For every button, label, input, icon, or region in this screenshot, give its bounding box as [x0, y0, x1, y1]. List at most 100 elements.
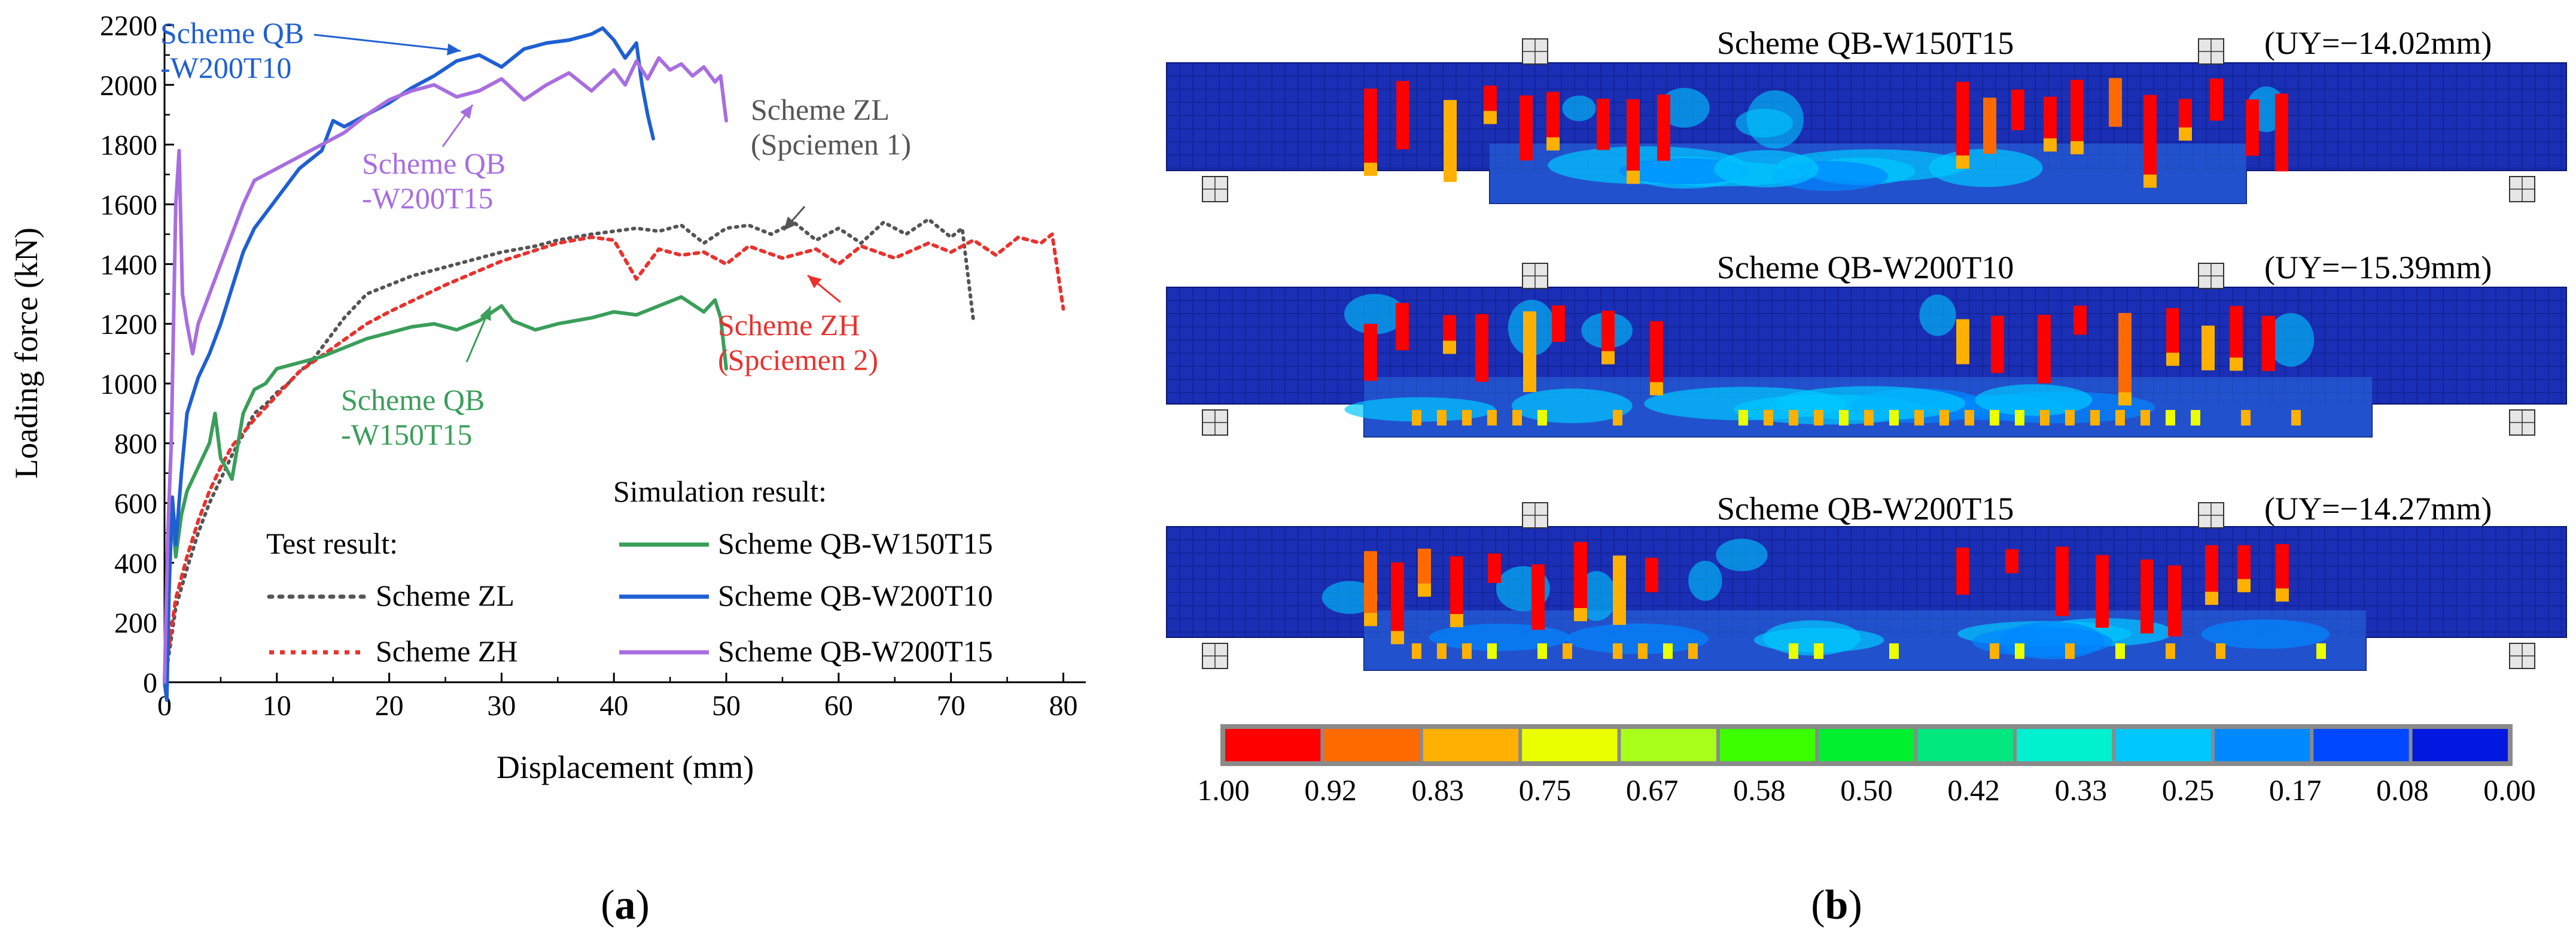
- stress-bar: [1418, 548, 1431, 584]
- stress-stripe: [1814, 410, 1823, 426]
- y-tick-label: 200: [114, 607, 157, 639]
- beam-contour-2: [1166, 263, 2567, 437]
- annotation-scheme-qb-w200t10-line-1: Scheme QB: [160, 16, 304, 50]
- colorbar-swatch: [1917, 729, 2014, 761]
- x-tick-label: 80: [1049, 690, 1077, 722]
- stress-stripe: [2191, 410, 2200, 426]
- series-line-scheme-zl: [163, 217, 976, 684]
- legend-item-zh: Scheme ZH: [376, 634, 517, 668]
- annotation-arrow-shaft: [313, 34, 461, 52]
- y-tick-label: 2000: [100, 70, 157, 102]
- stress-bar: [2179, 127, 2192, 141]
- stress-bar: [2205, 591, 2218, 605]
- stress-bar: [1364, 324, 1377, 381]
- stress-bar: [1484, 85, 1497, 111]
- annotation-scheme-qb-w150t15-line-1: Scheme QB: [341, 383, 485, 417]
- stress-bar: [1991, 315, 2004, 373]
- stress-bar: [1391, 562, 1404, 631]
- stress-bar: [1531, 564, 1545, 630]
- stress-bar: [2056, 546, 2069, 616]
- support-plate: [1522, 38, 1548, 65]
- stress-bar: [1443, 341, 1456, 354]
- stress-stripe: [2166, 410, 2175, 426]
- colorbar-swatch: [2017, 729, 2112, 761]
- stress-stripe: [1889, 643, 1899, 659]
- annotation-scheme-zl-spciemen-1-line-1: Scheme ZL: [751, 93, 890, 126]
- stress-bar: [2262, 315, 2275, 371]
- stress-stripe: [1663, 643, 1673, 659]
- support-plate: [2198, 263, 2224, 289]
- stress-stripe: [2115, 643, 2125, 659]
- stress-stripe: [1914, 410, 1924, 426]
- colorbar-swatch: [1819, 729, 1914, 761]
- stress-bar: [1364, 89, 1377, 163]
- support-plate: [2509, 643, 2535, 669]
- stress-stripe: [1939, 410, 1949, 426]
- stress-cloud: [2267, 313, 2315, 367]
- colorbar-swatch: [1621, 729, 1716, 761]
- stress-bar: [2140, 559, 2154, 634]
- contour-titles: Scheme QB-W150T15 (UY=−14.02mm) Scheme Q…: [1717, 25, 2492, 527]
- colorbar-label: 0.67: [1626, 773, 1679, 807]
- stress-bar: [1364, 551, 1377, 613]
- annotation-scheme-qb-w200t10-line-2: -W200T10: [160, 51, 291, 84]
- stress-bar: [2044, 138, 2057, 152]
- stress-cloud: [1972, 627, 2113, 657]
- stress-cloud: [1344, 294, 1405, 335]
- support-plate: [2198, 502, 2224, 528]
- panel-b-label: (b): [1811, 882, 1862, 928]
- stress-cloud: [1659, 87, 1710, 128]
- stress-bar: [1475, 314, 1488, 382]
- x-tick-label: 70: [937, 690, 966, 722]
- series-line-scheme-qb-w200t15: [163, 56, 728, 684]
- stress-stripe: [2291, 410, 2301, 426]
- colorbar-swatch: [1324, 729, 1420, 761]
- stress-stripe: [1412, 643, 1421, 659]
- annotation-arrow-head: [460, 105, 473, 119]
- stress-stripe: [1889, 410, 1899, 426]
- panel-b-contours: Scheme QB-W150T15 (UY=−14.02mm) Scheme Q…: [1166, 25, 2567, 928]
- y-tick-label: 1800: [100, 130, 157, 162]
- stress-stripe: [1437, 643, 1447, 659]
- stress-stripe: [2065, 410, 2075, 426]
- colorbar-label: 1.00: [1197, 773, 1250, 807]
- stress-bar: [2230, 357, 2243, 371]
- stress-cloud: [1975, 384, 2093, 416]
- stress-bar: [1552, 305, 1565, 342]
- contour-2-uy: (UY=−15.39mm): [2264, 250, 2492, 285]
- stress-stripe: [1537, 410, 1547, 426]
- stress-stripe: [1462, 410, 1472, 426]
- stress-bar: [2210, 78, 2223, 121]
- y-axis-label: Loading force (kN): [8, 227, 44, 479]
- beam-contour-3: [1166, 502, 2567, 671]
- stress-bar: [2276, 588, 2289, 602]
- y-tick-label: 1200: [100, 309, 157, 341]
- contour-3-title: Scheme QB-W200T15: [1717, 491, 2014, 527]
- stress-bar: [1484, 111, 1497, 124]
- colorbar-swatch: [2214, 729, 2310, 761]
- stress-stripe: [2015, 410, 2024, 426]
- stress-bar: [1523, 311, 1536, 393]
- stress-bar: [1396, 303, 1409, 351]
- stress-stripe: [1990, 643, 1999, 659]
- stress-bar: [2237, 545, 2251, 579]
- stress-bar: [1450, 556, 1463, 614]
- colorbar-swatch: [2115, 729, 2211, 761]
- stress-bar: [2237, 579, 2251, 592]
- stress-stripe: [2140, 410, 2150, 426]
- annotation-arrow-head: [480, 306, 491, 321]
- stress-stripe: [2316, 643, 2326, 659]
- annotation-scheme-qb-w200t15-line-2: -W200T15: [362, 181, 493, 215]
- y-tick-label: 600: [114, 488, 157, 520]
- stress-stripe: [1688, 643, 1698, 659]
- stress-cloud: [1763, 620, 1861, 656]
- stress-bar: [2070, 141, 2084, 154]
- colorbar-label: 0.08: [2376, 773, 2429, 807]
- stress-bar: [1597, 98, 1610, 150]
- support-plate: [2509, 176, 2535, 202]
- annotation-scheme-zh-spciemen-2-line-2: (Spciemen 2): [718, 343, 878, 376]
- stress-stripe: [1437, 410, 1447, 426]
- stress-cloud: [1716, 539, 1768, 572]
